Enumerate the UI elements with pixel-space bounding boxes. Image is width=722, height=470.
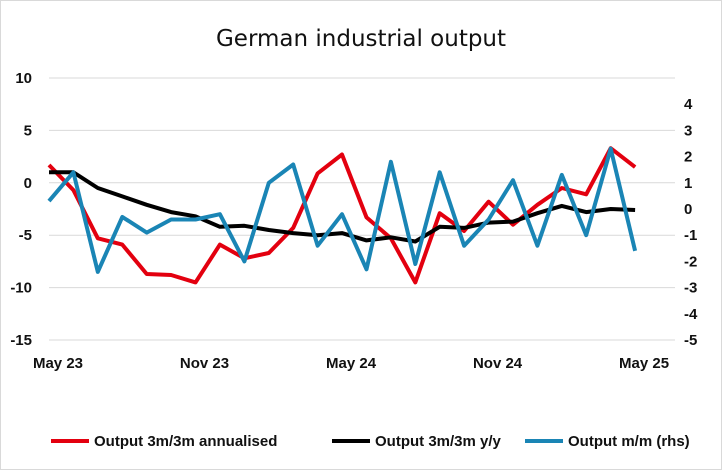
series-line-2 <box>47 146 638 274</box>
chart-title: German industrial output <box>216 26 506 52</box>
legend-label-0: Output 3m/3m annualised <box>94 433 277 450</box>
left-y-tick-label: 10 <box>15 70 32 87</box>
gridlines <box>49 77 675 341</box>
left-y-tick-label: -15 <box>10 332 32 349</box>
right-y-axis: 4 3 2 1 0 -1 -2 -3 -4 -5 <box>684 96 698 349</box>
right-y-tick-label: 4 <box>684 96 693 113</box>
series-line-0 <box>47 146 637 285</box>
left-y-axis: 10 5 0 -5 -10 -15 <box>10 70 32 349</box>
legend-label-1: Output 3m/3m y/y <box>375 433 502 450</box>
left-y-tick-label: -5 <box>19 227 32 244</box>
right-y-tick-label: -2 <box>684 253 697 270</box>
x-tick-label: May 24 <box>326 355 377 372</box>
right-y-tick-label: 1 <box>684 175 692 192</box>
x-axis: May 23 Nov 23 May 24 Nov 24 May 25 <box>33 355 669 372</box>
left-y-tick-label: 5 <box>24 122 32 139</box>
right-y-tick-label: -1 <box>684 227 697 244</box>
legend-label-2: Output m/m (rhs) <box>568 433 690 450</box>
right-y-tick-label: -3 <box>684 280 697 297</box>
right-y-tick-label: -4 <box>684 306 698 323</box>
x-tick-label: Nov 23 <box>180 355 229 372</box>
right-y-tick-label: 2 <box>684 149 692 166</box>
x-tick-label: May 25 <box>619 355 669 372</box>
left-y-tick-label: 0 <box>24 175 32 192</box>
x-tick-label: May 23 <box>33 355 83 372</box>
legend: Output 3m/3m annualised Output 3m/3m y/y O… <box>51 433 690 450</box>
series-lines <box>47 146 638 285</box>
right-y-tick-label: 0 <box>684 201 692 218</box>
x-tick-label: Nov 24 <box>473 355 523 372</box>
series-line-1 <box>49 170 636 244</box>
right-y-tick-label: 3 <box>684 122 692 139</box>
right-y-tick-label: -5 <box>684 332 697 349</box>
left-y-tick-label: -10 <box>10 280 32 297</box>
